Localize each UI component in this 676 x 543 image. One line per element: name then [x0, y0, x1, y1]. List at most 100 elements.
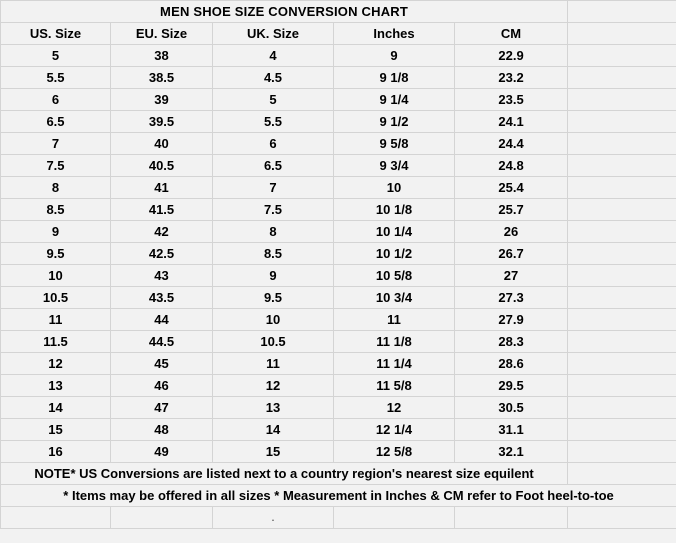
- table-cell[interactable]: 8: [212, 220, 334, 243]
- table-cell[interactable]: 12 1/4: [333, 418, 455, 441]
- empty-cell[interactable]: [567, 374, 676, 397]
- table-cell[interactable]: 39.5: [110, 110, 213, 133]
- table-cell[interactable]: 13: [0, 374, 111, 397]
- table-cell[interactable]: 11.5: [0, 330, 111, 353]
- table-cell[interactable]: 10 1/8: [333, 198, 455, 221]
- table-cell[interactable]: 10: [212, 308, 334, 331]
- table-cell[interactable]: 10 3/4: [333, 286, 455, 309]
- empty-cell[interactable]: [567, 308, 676, 331]
- empty-cell[interactable]: [567, 22, 676, 45]
- table-cell[interactable]: 9 5/8: [333, 132, 455, 155]
- empty-cell[interactable]: [567, 506, 676, 529]
- table-cell[interactable]: 4: [212, 44, 334, 67]
- table-cell[interactable]: 9 1/2: [333, 110, 455, 133]
- table-cell[interactable]: 41.5: [110, 198, 213, 221]
- empty-cell[interactable]: [567, 220, 676, 243]
- table-cell[interactable]: 12: [333, 396, 455, 419]
- table-cell[interactable]: 12: [0, 352, 111, 375]
- table-cell[interactable]: 27.3: [453, 286, 569, 309]
- table-cell[interactable]: 38.5: [110, 66, 213, 89]
- table-cell[interactable]: 11 1/4: [333, 352, 455, 375]
- empty-cell[interactable]: [567, 66, 676, 89]
- table-cell[interactable]: 40.5: [110, 154, 213, 177]
- table-cell[interactable]: 22.9: [453, 44, 569, 67]
- empty-cell[interactable]: [110, 506, 213, 529]
- table-cell[interactable]: 7: [0, 132, 111, 155]
- table-cell[interactable]: 25.4: [453, 176, 569, 199]
- table-cell[interactable]: 8: [0, 176, 111, 199]
- empty-cell[interactable]: [0, 506, 111, 529]
- table-cell[interactable]: 5.5: [0, 66, 111, 89]
- table-cell[interactable]: 10 5/8: [333, 264, 455, 287]
- table-cell[interactable]: 15: [0, 418, 111, 441]
- table-cell[interactable]: 10.5: [212, 330, 334, 353]
- empty-cell[interactable]: [567, 396, 676, 419]
- table-cell[interactable]: 24.8: [453, 154, 569, 177]
- empty-cell[interactable]: [567, 88, 676, 111]
- table-cell[interactable]: 47: [110, 396, 213, 419]
- empty-cell[interactable]: [567, 242, 676, 265]
- table-cell[interactable]: 40: [110, 132, 213, 155]
- table-cell[interactable]: 8.5: [212, 242, 334, 265]
- table-cell[interactable]: 23.5: [453, 88, 569, 111]
- table-cell[interactable]: 12: [212, 374, 334, 397]
- table-cell[interactable]: 9: [333, 44, 455, 67]
- table-cell[interactable]: 14: [0, 396, 111, 419]
- table-cell[interactable]: 29.5: [453, 374, 569, 397]
- empty-cell[interactable]: [453, 506, 569, 529]
- table-cell[interactable]: 31.1: [453, 418, 569, 441]
- table-cell[interactable]: 5: [0, 44, 111, 67]
- table-cell[interactable]: 42.5: [110, 242, 213, 265]
- table-cell[interactable]: 6: [0, 88, 111, 111]
- table-cell[interactable]: 7: [212, 176, 334, 199]
- empty-cell[interactable]: [567, 462, 676, 485]
- table-cell[interactable]: 13: [212, 396, 334, 419]
- empty-cell[interactable]: [333, 506, 455, 529]
- table-cell[interactable]: 23.2: [453, 66, 569, 89]
- empty-cell[interactable]: [567, 176, 676, 199]
- table-cell[interactable]: 38: [110, 44, 213, 67]
- table-cell[interactable]: 6.5: [0, 110, 111, 133]
- table-cell[interactable]: 48: [110, 418, 213, 441]
- table-cell[interactable]: 43.5: [110, 286, 213, 309]
- empty-cell[interactable]: [567, 264, 676, 287]
- table-cell[interactable]: 14: [212, 418, 334, 441]
- empty-cell[interactable]: [567, 44, 676, 67]
- table-cell[interactable]: 10: [0, 264, 111, 287]
- table-cell[interactable]: 43: [110, 264, 213, 287]
- table-cell[interactable]: 11: [0, 308, 111, 331]
- table-cell[interactable]: 27: [453, 264, 569, 287]
- table-cell[interactable]: 27.9: [453, 308, 569, 331]
- empty-cell[interactable]: [567, 286, 676, 309]
- table-cell[interactable]: 11: [212, 352, 334, 375]
- table-cell[interactable]: 44: [110, 308, 213, 331]
- table-cell[interactable]: 45: [110, 352, 213, 375]
- table-cell[interactable]: 41: [110, 176, 213, 199]
- table-cell[interactable]: 9: [0, 220, 111, 243]
- table-cell[interactable]: 30.5: [453, 396, 569, 419]
- table-cell[interactable]: 42: [110, 220, 213, 243]
- table-cell[interactable]: 9 1/8: [333, 66, 455, 89]
- table-cell[interactable]: 8.5: [0, 198, 111, 221]
- empty-cell[interactable]: [567, 110, 676, 133]
- empty-cell[interactable]: .: [212, 506, 334, 529]
- table-cell[interactable]: 10 1/4: [333, 220, 455, 243]
- table-cell[interactable]: 16: [0, 440, 111, 463]
- table-cell[interactable]: 7.5: [212, 198, 334, 221]
- table-cell[interactable]: 24.1: [453, 110, 569, 133]
- table-cell[interactable]: 4.5: [212, 66, 334, 89]
- empty-cell[interactable]: [567, 352, 676, 375]
- empty-cell[interactable]: [567, 440, 676, 463]
- table-cell[interactable]: 11 1/8: [333, 330, 455, 353]
- table-cell[interactable]: 39: [110, 88, 213, 111]
- table-cell[interactable]: 11: [333, 308, 455, 331]
- empty-cell[interactable]: [567, 154, 676, 177]
- table-cell[interactable]: 5.5: [212, 110, 334, 133]
- table-cell[interactable]: 10: [333, 176, 455, 199]
- table-cell[interactable]: 9.5: [212, 286, 334, 309]
- table-cell[interactable]: 32.1: [453, 440, 569, 463]
- table-cell[interactable]: 9 3/4: [333, 154, 455, 177]
- table-cell[interactable]: 26: [453, 220, 569, 243]
- table-cell[interactable]: 24.4: [453, 132, 569, 155]
- table-cell[interactable]: 12 5/8: [333, 440, 455, 463]
